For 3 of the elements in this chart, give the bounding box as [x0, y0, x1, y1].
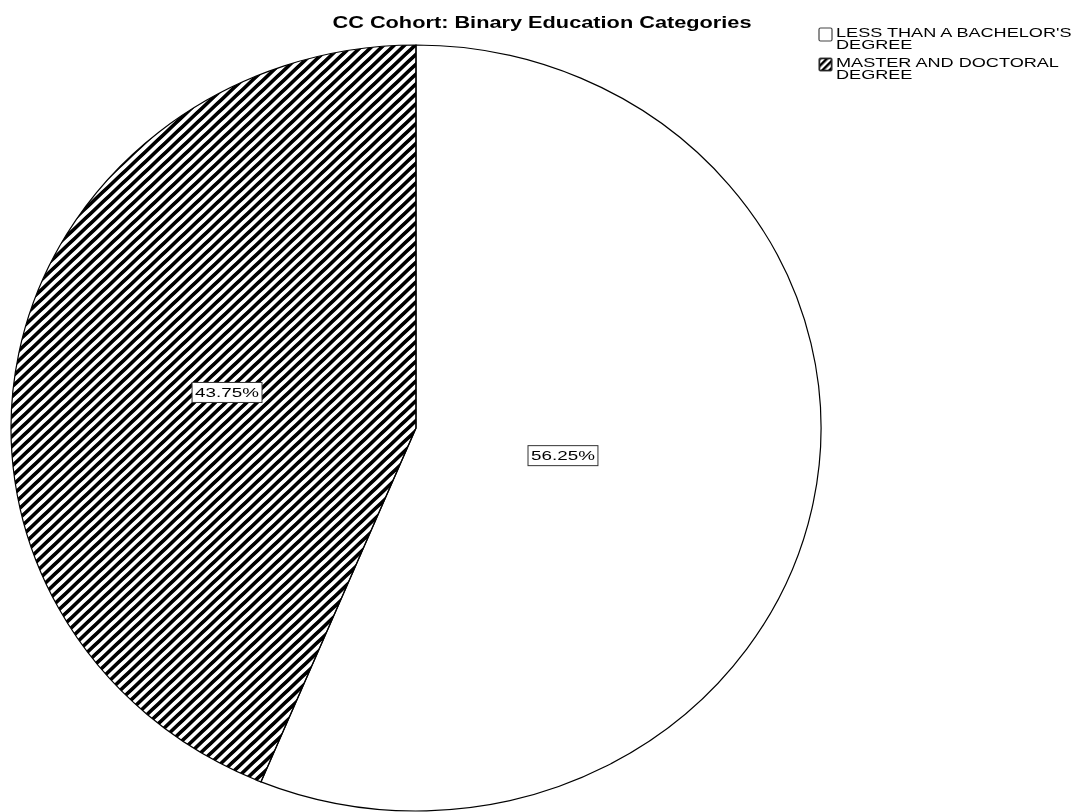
- legend-label: MASTER AND DOCTORAL DEGREE: [836, 55, 1060, 82]
- slice-label: LESS THAN A BACHELOR'S DEGREE: [836, 25, 1072, 52]
- chart-title: CC Cohort: Binary Education Categories: [332, 13, 752, 32]
